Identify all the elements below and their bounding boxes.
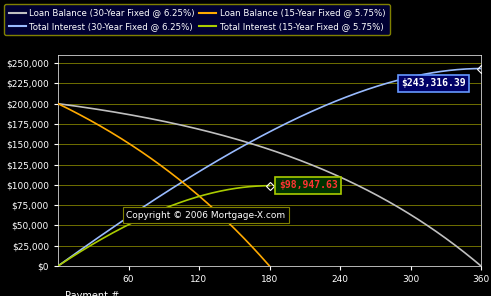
Text: Copyright © 2006 Mortgage-X.com: Copyright © 2006 Mortgage-X.com (127, 211, 286, 220)
Text: $243,316.39: $243,316.39 (401, 78, 466, 89)
X-axis label: Payment #: Payment # (65, 291, 119, 296)
Legend: Loan Balance (30-Year Fixed @ 6.25%), Total Interest (30-Year Fixed @ 6.25%), Lo: Loan Balance (30-Year Fixed @ 6.25%), To… (4, 4, 389, 35)
Text: $98,947.63: $98,947.63 (279, 180, 338, 190)
